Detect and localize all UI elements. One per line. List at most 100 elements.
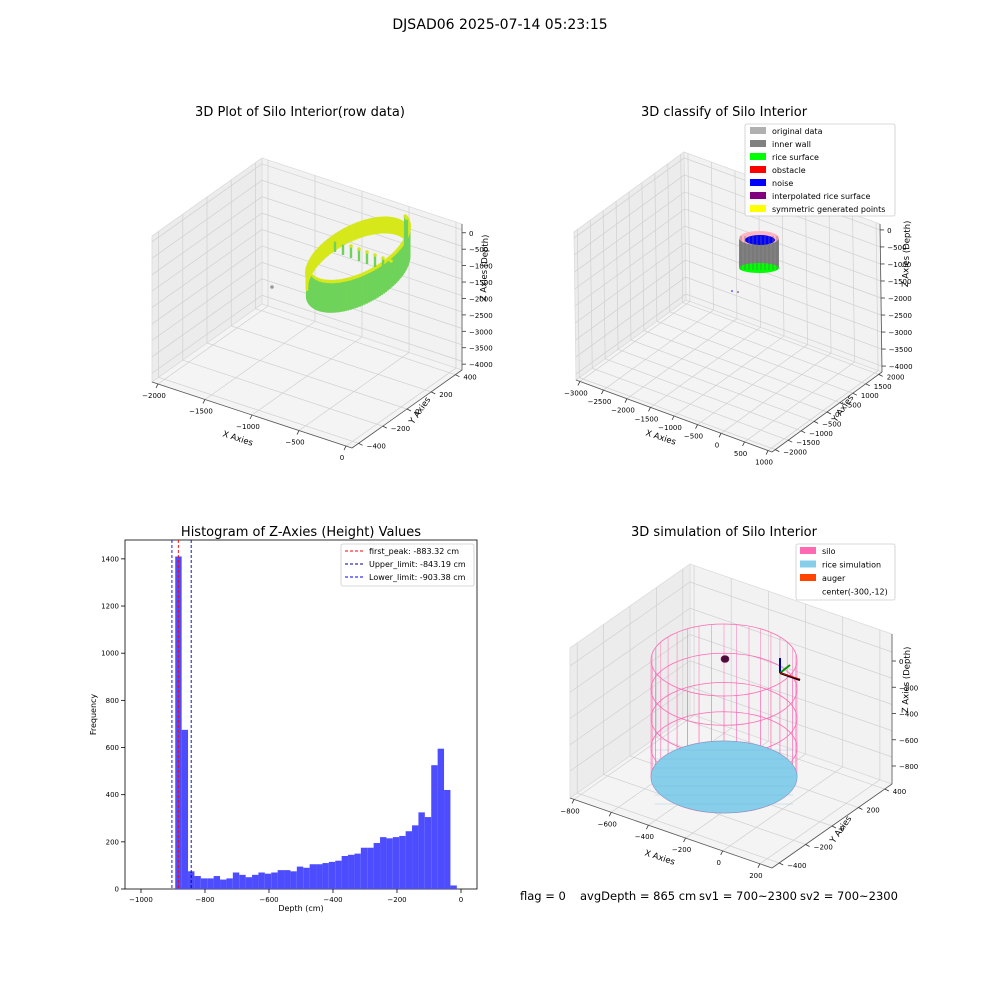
p1-x-tick <box>202 399 206 404</box>
p1-grid-z <box>151 278 463 358</box>
p2-x-tick <box>648 407 651 412</box>
p2-legend-label: original data <box>772 127 823 136</box>
p3-bar <box>418 812 425 889</box>
p2-noise-points <box>745 235 775 245</box>
p4-y-tick-label: 400 <box>893 788 906 796</box>
p3-bar <box>424 817 432 889</box>
p3-bar <box>309 864 317 889</box>
p2-z-tick-label: 0 <box>887 227 891 235</box>
p2-grid-y <box>576 229 776 450</box>
p2-grid-x <box>767 222 879 451</box>
p3-bar <box>264 873 272 889</box>
p4-y-tick-label: −200 <box>814 843 833 851</box>
p2-grid-y <box>654 173 853 394</box>
p2-z-tick-label: −500 <box>887 244 906 252</box>
p2-y-tick <box>813 421 819 424</box>
p4-triad-y <box>779 664 791 674</box>
p2-y-tick-label: 0 <box>835 411 839 419</box>
p2-noise-point <box>731 290 733 292</box>
p2-grid-x <box>579 153 691 382</box>
p3-y-tick-label: 0 <box>115 886 119 894</box>
p2-legend: original data inner wall rice surface obsta… <box>744 123 896 217</box>
p4-grid-y <box>603 624 806 845</box>
p2-x-tick <box>742 441 745 447</box>
p3-bar <box>277 870 285 889</box>
p4-x-tick <box>571 799 575 804</box>
p1-grid-y <box>158 231 359 444</box>
p3-bar <box>341 855 349 889</box>
p3-bar <box>200 878 208 889</box>
p2-legend-label: rice surface <box>772 153 819 162</box>
status-avg-depth: avgDepth = 865 cm <box>580 889 697 903</box>
p4-z-tick-label: −800 <box>899 763 918 771</box>
p3-bar <box>328 861 336 889</box>
p4-grid-y <box>576 642 780 864</box>
p4-x-tick-label: 200 <box>749 872 762 880</box>
p2-grid-z <box>574 191 881 273</box>
p1-z-tick-label: −1000 <box>469 263 493 271</box>
p2-z-tick-label: −1500 <box>888 278 912 286</box>
p2-y-tick-label: 1500 <box>874 383 892 391</box>
p2-x-tick-label: 0 <box>715 441 719 449</box>
p2-y-tick-label: −2000 <box>783 449 807 457</box>
p3-y-tick-label: 200 <box>106 838 119 846</box>
p3-y-tick-label: 1200 <box>101 603 119 611</box>
p2-grid-z <box>574 174 881 256</box>
p4-grid-x <box>573 565 695 800</box>
panel2-3d-classify: −3000−2500−2000−1500−1000−50005001000−20… <box>564 123 913 467</box>
p4-auger <box>720 655 730 663</box>
p3-bar <box>431 765 438 889</box>
p3-legend-label: Lower_limit: -903.38 cm <box>369 573 466 582</box>
p3-bar <box>348 854 355 889</box>
panel2-title: 3D classify of Silo Interior <box>641 105 808 120</box>
p2-x-tick-label: 1000 <box>755 459 773 467</box>
p1-grid-z <box>151 294 463 374</box>
p2-x-tick-label: −2500 <box>588 398 612 406</box>
p1-y-tick <box>406 408 412 412</box>
p2-x-tick <box>765 450 769 455</box>
p2-grid-z <box>574 225 882 307</box>
p2-legend-swatch <box>750 140 766 147</box>
p2-y-tick-label: 1000 <box>861 392 879 400</box>
status-flag: flag = 0 <box>520 889 566 903</box>
p1-y-tick-label: 200 <box>439 391 452 399</box>
p2-grid-y <box>615 201 815 422</box>
p1-x-tick-label: −2000 <box>142 392 166 400</box>
p2-legend-swatch <box>750 192 766 199</box>
p2-x-tick-label: −500 <box>684 433 703 441</box>
p3-bar <box>303 867 310 889</box>
p2-legend-swatch <box>750 127 766 134</box>
p2-x-tick <box>671 415 675 421</box>
p2-grid-z <box>575 259 882 341</box>
p2-legend-box <box>744 123 896 217</box>
p3-bar <box>392 837 400 889</box>
p4-x-tick <box>646 824 649 830</box>
p1-grid-y <box>255 162 456 376</box>
p1-y-tick <box>431 391 436 395</box>
p2-y-tick <box>839 402 845 405</box>
p1-wall-points <box>305 214 411 313</box>
p1-x-tick <box>155 383 159 389</box>
p1-z-tick-label: −2500 <box>469 312 493 320</box>
p1-grid-x <box>251 191 363 416</box>
p1-grid-z <box>151 196 463 275</box>
p3-bar <box>271 872 278 889</box>
p2-x-tick-label: −2000 <box>611 407 635 415</box>
p4-y-tick <box>779 862 784 866</box>
p1-y-tick <box>382 425 387 429</box>
p1-wall-top-point <box>405 216 409 220</box>
p1-x-tick <box>343 445 347 451</box>
p3-y-tick-label: 800 <box>106 697 119 705</box>
p1-x-tick-label: 0 <box>340 454 344 462</box>
p1-x-tick-label: −500 <box>285 439 304 447</box>
status-sv1: sv1 = 700~2300 <box>699 889 797 903</box>
p1-grid-x <box>345 222 457 447</box>
p2-legend-label: interpolated rice surface <box>772 192 870 201</box>
p4-x-axis <box>569 797 773 869</box>
p3-x-tick-label: 0 <box>459 896 463 904</box>
p1-grid-y <box>182 214 383 427</box>
p4-x-tick-label: −600 <box>598 820 617 828</box>
p2-grid-x <box>626 170 738 400</box>
p4-legend-box <box>795 543 896 601</box>
p2-y-tick-label: 500 <box>848 402 861 410</box>
